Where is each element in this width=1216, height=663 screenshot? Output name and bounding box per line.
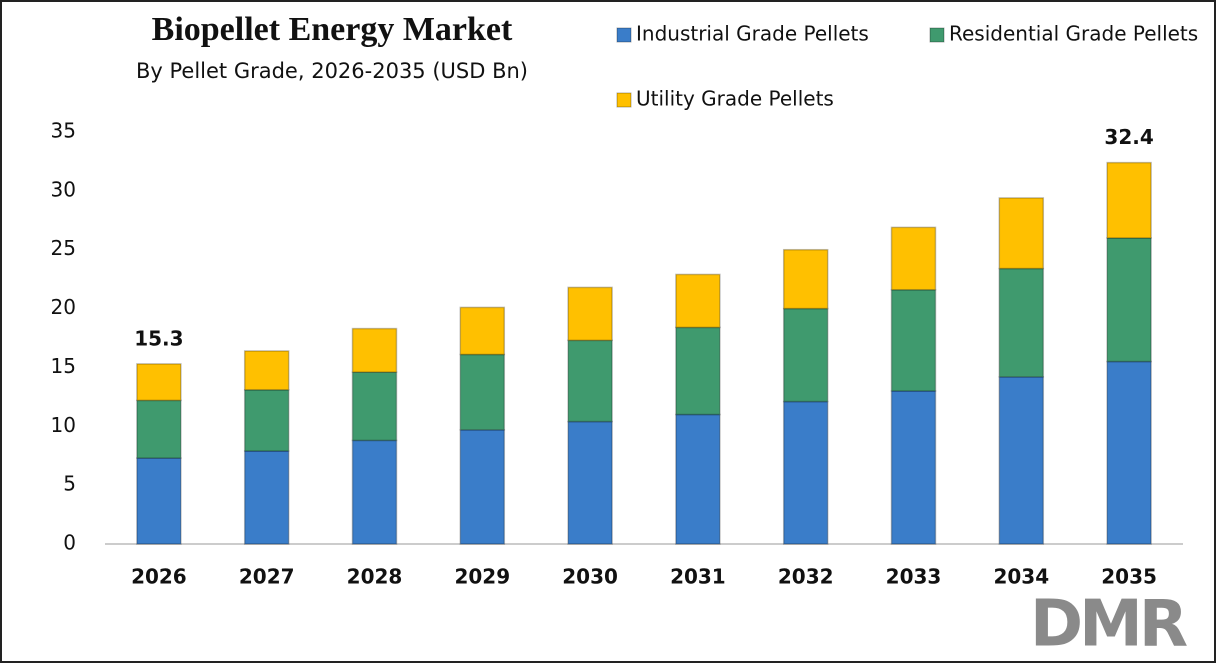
bar-segment [567,286,613,342]
bar-segment [782,248,829,310]
bar-segment [998,376,1045,545]
bar-segment [567,420,613,545]
bar-segment [1106,360,1152,545]
bar-segment [243,450,290,545]
bar-segment [567,339,613,423]
legend-swatch [616,27,632,43]
bar-segment [136,363,182,402]
bar-segment [459,429,506,545]
watermark: DMR [1030,588,1187,662]
bar-segment [459,353,506,431]
chart-subtitle: By Pellet Grade, 2026-2035 (USD Bn) [136,59,528,83]
legend-swatch [929,27,945,43]
bar-segment [136,399,182,459]
y-tick-label: 35 [51,119,76,143]
y-tick-label: 20 [51,295,76,319]
x-tick-label: 2027 [239,565,295,589]
y-tick-label: 0 [63,531,76,555]
y-tick-label: 10 [51,413,76,437]
chart-title: Biopellet Energy Market [152,11,513,48]
legend-swatch [616,92,632,108]
x-tick-label: 2026 [131,565,187,589]
bar-segment [782,400,829,545]
bar-segment [459,306,506,356]
x-tick-label: 2030 [562,565,618,589]
bar-segment [890,288,937,392]
bar-segment [351,327,398,373]
bar-segment [243,350,290,391]
bar-segment [351,371,398,442]
bar-segment [351,439,398,545]
x-tick-label: 2028 [347,565,403,589]
bar-segment [675,326,721,416]
y-tick-label: 30 [51,177,76,201]
bar-segment [243,389,290,452]
x-tick-label: 2029 [454,565,510,589]
y-tick-label: 15 [51,354,76,378]
bar-segment [998,197,1045,270]
legend-label: Industrial Grade Pellets [636,22,869,46]
bar-segment [136,457,182,545]
x-tick-label: 2035 [1101,565,1157,589]
bar-segment [1106,237,1152,363]
x-tick-label: 2031 [670,565,726,589]
bar-segment [998,267,1045,378]
y-tick-label: 5 [63,472,76,496]
y-tick-label: 25 [51,236,76,260]
total-label: 15.3 [134,326,183,350]
bar-segment [890,226,937,291]
x-tick-label: 2032 [778,565,834,589]
bar-segment [675,273,721,329]
x-tick-label: 2033 [886,565,942,589]
bar-segment [675,413,721,545]
bar-segment [782,307,829,403]
total-label: 32.4 [1104,125,1153,149]
bar-segment [1106,161,1152,239]
legend-label: Residential Grade Pellets [949,22,1198,46]
bar-segment [890,390,937,545]
x-tick-label: 2034 [993,565,1049,589]
legend-label: Utility Grade Pellets [636,87,834,111]
